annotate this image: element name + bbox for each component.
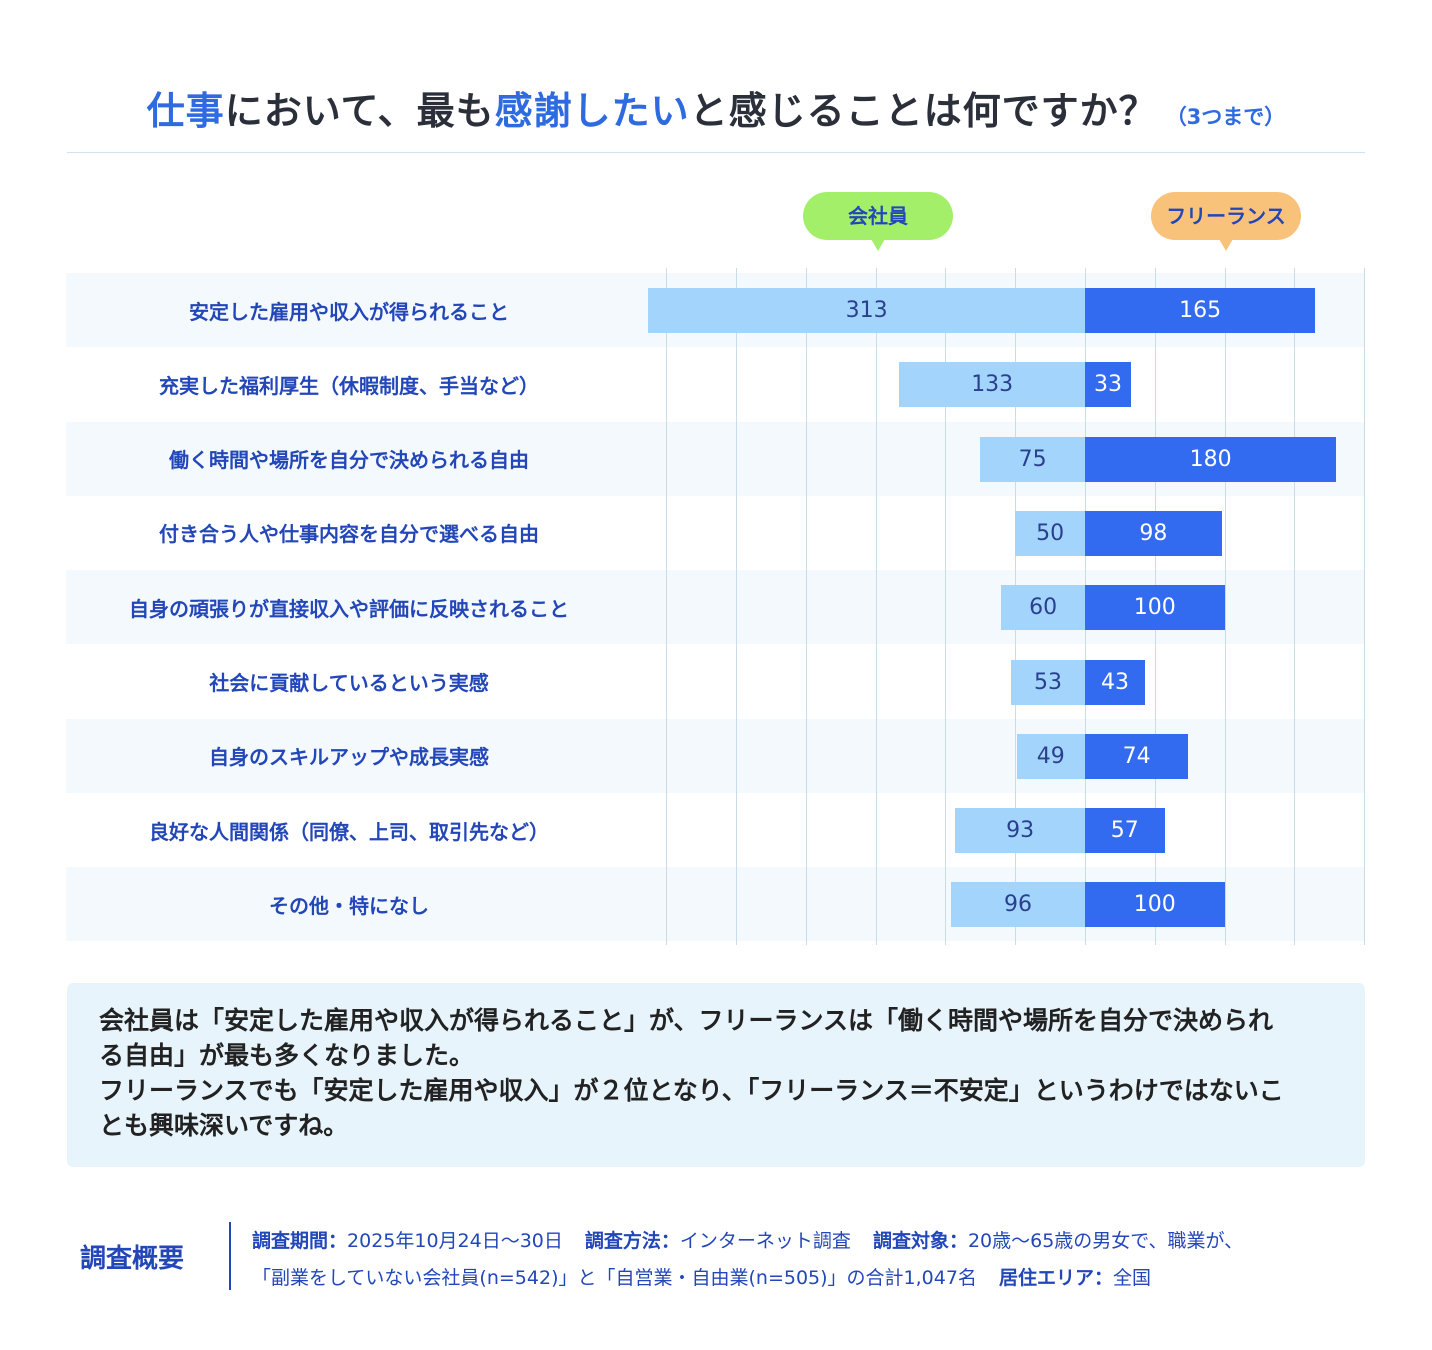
comment-line-1: 会社員は「安定した雇用や収入が得られること」が、フリーランスは「働く時間や場所を… bbox=[99, 1006, 1274, 1035]
title-part-2: において、最も bbox=[224, 89, 495, 133]
legend-freelance: フリーランス bbox=[1151, 192, 1301, 251]
survey-heading: 調査概要 bbox=[80, 1244, 185, 1274]
title-note: （3つまで） bbox=[1165, 105, 1286, 129]
gridline bbox=[666, 268, 668, 945]
legend-company: 会社員 bbox=[803, 192, 953, 251]
category-label: 充実した福利厚生（休暇制度、手当など） bbox=[159, 373, 539, 398]
bar-company bbox=[951, 882, 1085, 928]
bar-value-freelance: 33 bbox=[1094, 372, 1123, 398]
category-label: 社会に貢献しているという実感 bbox=[209, 671, 489, 695]
bar-value-company: 75 bbox=[1018, 446, 1047, 472]
bar-freelance bbox=[1085, 362, 1132, 408]
bar-value-freelance: 100 bbox=[1133, 595, 1176, 621]
bar-value-freelance: 180 bbox=[1189, 446, 1232, 472]
bar-company bbox=[899, 362, 1085, 408]
bar-freelance bbox=[1085, 585, 1225, 631]
survey-target-value: 20歳～65歳の男女で、職業が、 bbox=[967, 1230, 1244, 1252]
bar-company bbox=[1016, 733, 1085, 779]
category-label: 働く時間や場所を自分で決められる自由 bbox=[169, 448, 529, 473]
bar-company bbox=[1015, 510, 1085, 556]
chart-title: 仕事において、最も感謝したいと感じることは何ですか？ （3つまで） bbox=[0, 80, 1432, 135]
bar-value-company: 49 bbox=[1036, 743, 1065, 769]
survey-period-label: 調査期間： bbox=[252, 1230, 348, 1252]
survey-divider bbox=[229, 1222, 231, 1290]
gridline bbox=[736, 268, 738, 945]
bar-value-freelance: 43 bbox=[1101, 669, 1129, 695]
bar-company bbox=[1001, 585, 1085, 631]
comment-line-3: フリーランスでも「安定した雇用や収入」が２位となり、「フリーランス＝不安定」とい… bbox=[99, 1076, 1284, 1105]
bar-value-company: 313 bbox=[845, 298, 888, 323]
survey-line-2: 「副業をしていない会社員(n=542)」と「自営業・自由業(n=505)」の合計… bbox=[252, 1263, 1151, 1290]
bar-company bbox=[1011, 659, 1085, 705]
category-label: 自身のスキルアップや成長実感 bbox=[209, 745, 489, 770]
gridline bbox=[945, 268, 947, 945]
bar-value-freelance: 74 bbox=[1122, 743, 1151, 769]
category-label: 付き合う人や仕事内容を自分で選べる自由 bbox=[159, 522, 539, 547]
survey-method-label: 調査方法： bbox=[584, 1230, 680, 1252]
bar-value-freelance: 57 bbox=[1110, 818, 1139, 844]
bar-value-freelance: 165 bbox=[1179, 298, 1222, 323]
survey-area-label: 居住エリア： bbox=[998, 1267, 1113, 1289]
bar-freelance bbox=[1085, 808, 1165, 854]
gridline bbox=[1364, 268, 1366, 945]
survey-area-value: 全国 bbox=[1112, 1267, 1151, 1289]
bar-value-company: 133 bbox=[971, 372, 1014, 398]
gridline bbox=[805, 268, 807, 945]
gridline bbox=[1224, 268, 1226, 945]
title-part-4: と感じることは何ですか？ bbox=[689, 89, 1158, 133]
category-label: 良好な人間関係（同僚、上司、取引先など） bbox=[149, 819, 549, 844]
bar-value-company: 50 bbox=[1036, 520, 1065, 546]
bar-value-freelance: 98 bbox=[1139, 520, 1168, 546]
chart-area: 安定した雇用や収入が得られること 313 165 充実した福利厚生（休暇制度、手当など… bbox=[66, 268, 1366, 945]
bar-freelance bbox=[1085, 436, 1337, 482]
gridline bbox=[1294, 268, 1296, 945]
bar-value-freelance: 100 bbox=[1133, 892, 1176, 918]
survey-target-value-2: 「副業をしていない会社員(n=542)」と「自営業・自由業(n=505)」の合計… bbox=[252, 1267, 977, 1289]
bar-company bbox=[980, 436, 1085, 482]
bar-freelance bbox=[1085, 882, 1225, 928]
title-part-1: 仕事 bbox=[146, 89, 225, 133]
bar-freelance bbox=[1085, 288, 1316, 333]
bar-value-company: 93 bbox=[1006, 818, 1035, 844]
bar-value-company: 60 bbox=[1029, 595, 1058, 621]
title-divider bbox=[67, 152, 1365, 153]
category-label: その他・特になし bbox=[269, 893, 429, 918]
bar-freelance bbox=[1085, 659, 1145, 705]
survey-target-label: 調査対象： bbox=[872, 1230, 968, 1252]
bar-company bbox=[955, 808, 1085, 854]
survey-period-value: 2025年10月24日～30日 bbox=[347, 1230, 563, 1252]
gridline bbox=[875, 268, 877, 945]
category-label: 安定した雇用や収入が得られること bbox=[189, 299, 509, 324]
comment-box: 会社員は「安定した雇用や収入が得られること」が、フリーランスは「働く時間や場所を… bbox=[67, 983, 1365, 1167]
comment-line-2: る自由」が最も多くなりました。 bbox=[99, 1041, 475, 1070]
category-label: 自身の頑張りが直接収入や評価に反映されること bbox=[129, 596, 569, 621]
survey-line-1: 調査期間：2025年10月24日～30日 調査方法：インターネット調査 調査対象：2… bbox=[252, 1226, 1243, 1253]
survey-method-value: インターネット調査 bbox=[679, 1230, 851, 1252]
bar-freelance bbox=[1085, 733, 1189, 779]
bar-value-company: 53 bbox=[1034, 669, 1062, 695]
bar-value-company: 96 bbox=[1004, 892, 1032, 918]
bar-company bbox=[648, 288, 1085, 333]
bar-freelance bbox=[1085, 510, 1222, 556]
comment-line-4: とも興味深いですね。 bbox=[99, 1111, 349, 1140]
title-part-3: 感謝したい bbox=[494, 89, 690, 133]
